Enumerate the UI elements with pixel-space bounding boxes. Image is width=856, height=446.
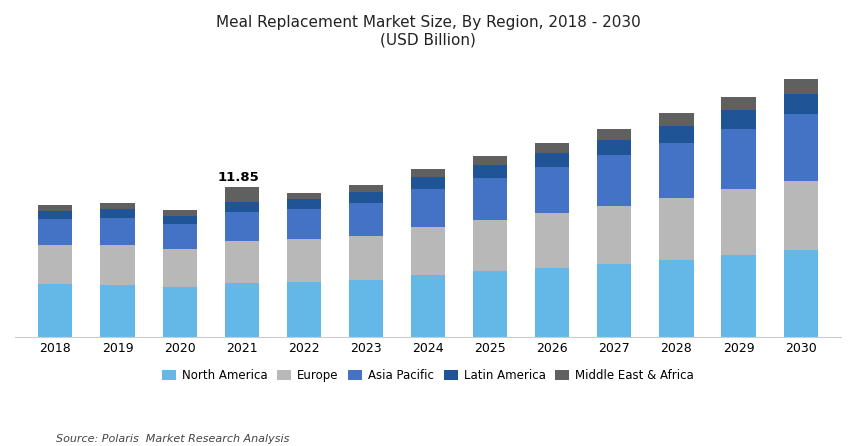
Bar [163, 249, 197, 287]
Bar [100, 209, 134, 218]
Bar [473, 178, 508, 220]
Bar [659, 198, 693, 260]
Bar [783, 94, 817, 114]
Bar [597, 155, 632, 206]
Bar [659, 143, 693, 198]
Bar [722, 255, 756, 337]
Bar [163, 211, 197, 216]
Bar [100, 244, 134, 285]
Bar [473, 165, 508, 178]
Text: 11.85: 11.85 [217, 171, 259, 184]
Bar [287, 193, 321, 199]
Bar [411, 227, 445, 275]
Bar [39, 211, 73, 219]
Bar [224, 211, 259, 241]
Bar [411, 189, 445, 227]
Bar [163, 287, 197, 337]
Bar [597, 140, 632, 155]
Bar [348, 203, 383, 235]
Bar [100, 203, 134, 209]
Bar [100, 285, 134, 337]
Bar [473, 271, 508, 337]
Bar [722, 128, 756, 190]
Bar [163, 216, 197, 223]
Bar [597, 129, 632, 140]
Bar [783, 79, 817, 94]
Bar [39, 219, 73, 244]
Bar [100, 218, 134, 244]
Bar [224, 241, 259, 282]
Bar [597, 264, 632, 337]
Bar [224, 282, 259, 337]
Bar [224, 202, 259, 211]
Bar [783, 181, 817, 250]
Bar [473, 156, 508, 165]
Bar [163, 223, 197, 249]
Bar [535, 214, 569, 268]
Bar [535, 167, 569, 214]
Bar [348, 185, 383, 192]
Bar [348, 280, 383, 337]
Bar [783, 114, 817, 181]
Bar [535, 153, 569, 167]
Bar [348, 235, 383, 280]
Text: Source: Polaris  Market Research Analysis: Source: Polaris Market Research Analysis [56, 434, 289, 444]
Bar [411, 169, 445, 177]
Bar [473, 220, 508, 271]
Bar [39, 284, 73, 337]
Bar [597, 206, 632, 264]
Bar [535, 268, 569, 337]
Bar [411, 275, 445, 337]
Bar [348, 192, 383, 203]
Bar [287, 199, 321, 209]
Bar [224, 187, 259, 202]
Bar [722, 190, 756, 255]
Bar [39, 244, 73, 284]
Bar [411, 177, 445, 189]
Bar [659, 113, 693, 126]
Bar [39, 205, 73, 211]
Bar [659, 260, 693, 337]
Bar [535, 143, 569, 153]
Bar [722, 110, 756, 128]
Bar [287, 240, 321, 282]
Bar [659, 126, 693, 143]
Title: Meal Replacement Market Size, By Region, 2018 - 2030
(USD Billion): Meal Replacement Market Size, By Region,… [216, 15, 640, 47]
Legend: North America, Europe, Asia Pacific, Latin America, Middle East & Africa: North America, Europe, Asia Pacific, Lat… [158, 364, 698, 387]
Bar [783, 250, 817, 337]
Bar [722, 97, 756, 110]
Bar [287, 209, 321, 240]
Bar [287, 282, 321, 337]
